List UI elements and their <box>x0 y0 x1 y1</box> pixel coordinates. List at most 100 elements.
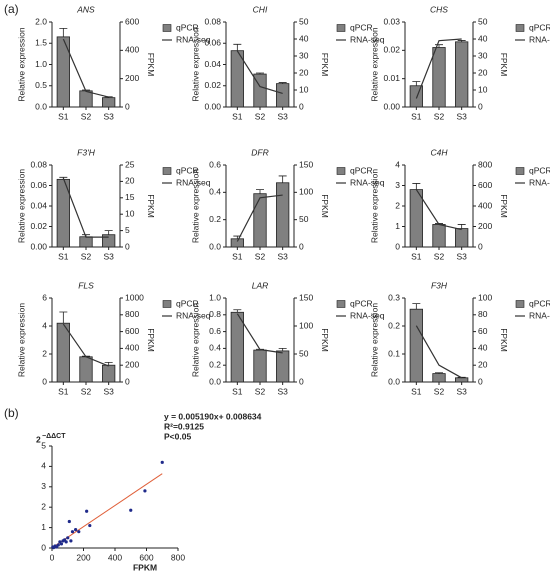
y2-tick-label: 20 <box>299 67 309 77</box>
y-tick-label: 0.0 <box>35 101 47 111</box>
y-tick-label: 0.00 <box>204 101 221 111</box>
x-tick-label: 0 <box>50 552 55 562</box>
y2-tick-label: 40 <box>478 343 488 353</box>
y-tick-label: 0.04 <box>30 200 47 210</box>
bar <box>102 97 116 108</box>
bar <box>102 364 116 383</box>
y-tick-label: 0.4 <box>209 187 221 197</box>
x-axis-label: FPKM <box>133 562 157 572</box>
y2-tick-label: 0 <box>299 376 304 386</box>
chart-title: DFR <box>251 147 268 157</box>
legend-label: qPCR <box>176 298 199 308</box>
y2-axis-label: FPKM <box>499 194 509 218</box>
y2-axis-label: FPKM <box>499 328 509 352</box>
y-tick-label: 0.00 <box>383 101 400 111</box>
point <box>70 530 75 534</box>
x-tick-label: S1 <box>411 111 422 121</box>
error-bar <box>435 44 443 48</box>
y2-tick-label: 10 <box>125 208 135 218</box>
bar <box>230 50 244 108</box>
y2-tick-label: 200 <box>125 359 139 369</box>
y-axis-label: Relative expression <box>369 169 379 243</box>
point <box>64 540 68 544</box>
bar <box>432 47 446 108</box>
y-tick-label: 0.06 <box>204 38 221 48</box>
y2-tick-label: 20 <box>125 176 135 186</box>
y2-tick-label: 30 <box>478 50 488 60</box>
x-tick-label: S2 <box>81 251 92 261</box>
legend-label: qPCR <box>350 165 373 175</box>
bar <box>276 350 290 383</box>
y2-tick-label: 50 <box>478 16 488 26</box>
x-tick-label: S2 <box>81 386 92 396</box>
y2-tick-label: 10 <box>478 84 488 94</box>
x-tick-label: 800 <box>171 552 185 562</box>
y-tick-label: 0.02 <box>204 80 221 90</box>
line <box>415 189 462 231</box>
bar <box>455 41 469 108</box>
y2-tick-label: 200 <box>125 73 139 83</box>
y-axis-label: Relative expression <box>190 169 200 243</box>
bar <box>432 224 446 248</box>
legend-label: RNA-seq <box>176 310 211 320</box>
x-tick-label: S2 <box>255 111 266 121</box>
y-tick-label: 4 <box>41 461 46 471</box>
y-tick-label: 0.4 <box>209 343 221 353</box>
legend-label: RNA-seq <box>176 34 211 44</box>
y2-tick-label: 0 <box>125 101 130 111</box>
y-tick-label: 3 <box>41 481 46 491</box>
legend-swatch <box>162 300 172 308</box>
bar <box>56 322 70 383</box>
y2-tick-label: 20 <box>478 67 488 77</box>
y2-tick-label: 0 <box>125 376 130 386</box>
bar <box>253 349 267 383</box>
legend-label: RNA-seq <box>176 177 211 187</box>
point <box>69 539 73 543</box>
error-bar <box>457 224 466 229</box>
legend-label: qPCR <box>529 298 550 308</box>
y-tick-label: 0 <box>42 376 47 386</box>
legend-label: RNA-seq <box>529 177 550 187</box>
line <box>236 194 283 242</box>
y-tick-label: 0 <box>41 542 46 552</box>
x-tick-label: S1 <box>411 386 422 396</box>
error-bar <box>412 183 421 190</box>
trendline <box>51 473 163 549</box>
y2-tick-label: 0 <box>478 101 483 111</box>
y-axis-label: Relative expression <box>16 169 26 243</box>
line <box>236 313 283 354</box>
y-tick-label: 0.2 <box>209 214 221 224</box>
y-axis-label: 2 <box>36 434 41 444</box>
y2-tick-label: 600 <box>125 326 139 336</box>
x-tick-label: S3 <box>456 251 467 261</box>
line <box>415 38 462 99</box>
y2-tick-label: 5 <box>125 225 130 235</box>
legend-label: qPCR <box>350 298 373 308</box>
error-bar <box>435 372 443 374</box>
error-bar <box>457 40 466 42</box>
x-tick-label: S1 <box>232 251 243 261</box>
y-axis-label: Relative expression <box>16 27 26 101</box>
legend-swatch <box>336 167 346 175</box>
error-bar <box>59 27 68 37</box>
bar <box>276 182 290 248</box>
x-tick-label: S1 <box>58 111 69 121</box>
y2-tick-label: 0 <box>299 241 304 251</box>
legend-label: qPCR <box>529 165 550 175</box>
y-axis-label: Relative expression <box>369 27 379 101</box>
y-tick-label: 0.8 <box>209 309 221 319</box>
y2-tick-label: 10 <box>299 84 309 94</box>
x-tick-label: S3 <box>103 111 114 121</box>
line <box>62 38 109 98</box>
legend-label: qPCR <box>176 165 199 175</box>
point <box>66 536 70 540</box>
error-bar <box>278 82 287 84</box>
bar <box>432 373 446 383</box>
y-tick-label: 1.0 <box>209 292 221 302</box>
x-tick-label: S3 <box>277 251 288 261</box>
x-tick-label: S2 <box>81 111 92 121</box>
chart-title: F3H <box>431 280 448 290</box>
y-tick-label: 5 <box>41 440 46 450</box>
legend-label: qPCR <box>350 22 373 32</box>
y2-tick-label: 100 <box>478 292 492 302</box>
